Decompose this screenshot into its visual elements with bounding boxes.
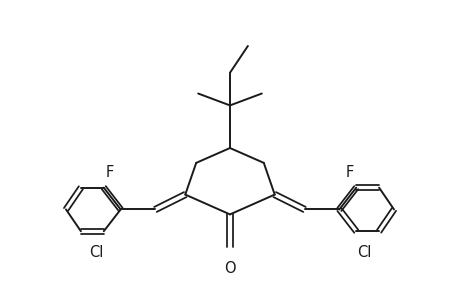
Text: Cl: Cl	[89, 245, 103, 260]
Text: Cl: Cl	[356, 245, 370, 260]
Text: F: F	[106, 165, 114, 180]
Text: O: O	[224, 261, 235, 276]
Text: F: F	[345, 165, 353, 180]
